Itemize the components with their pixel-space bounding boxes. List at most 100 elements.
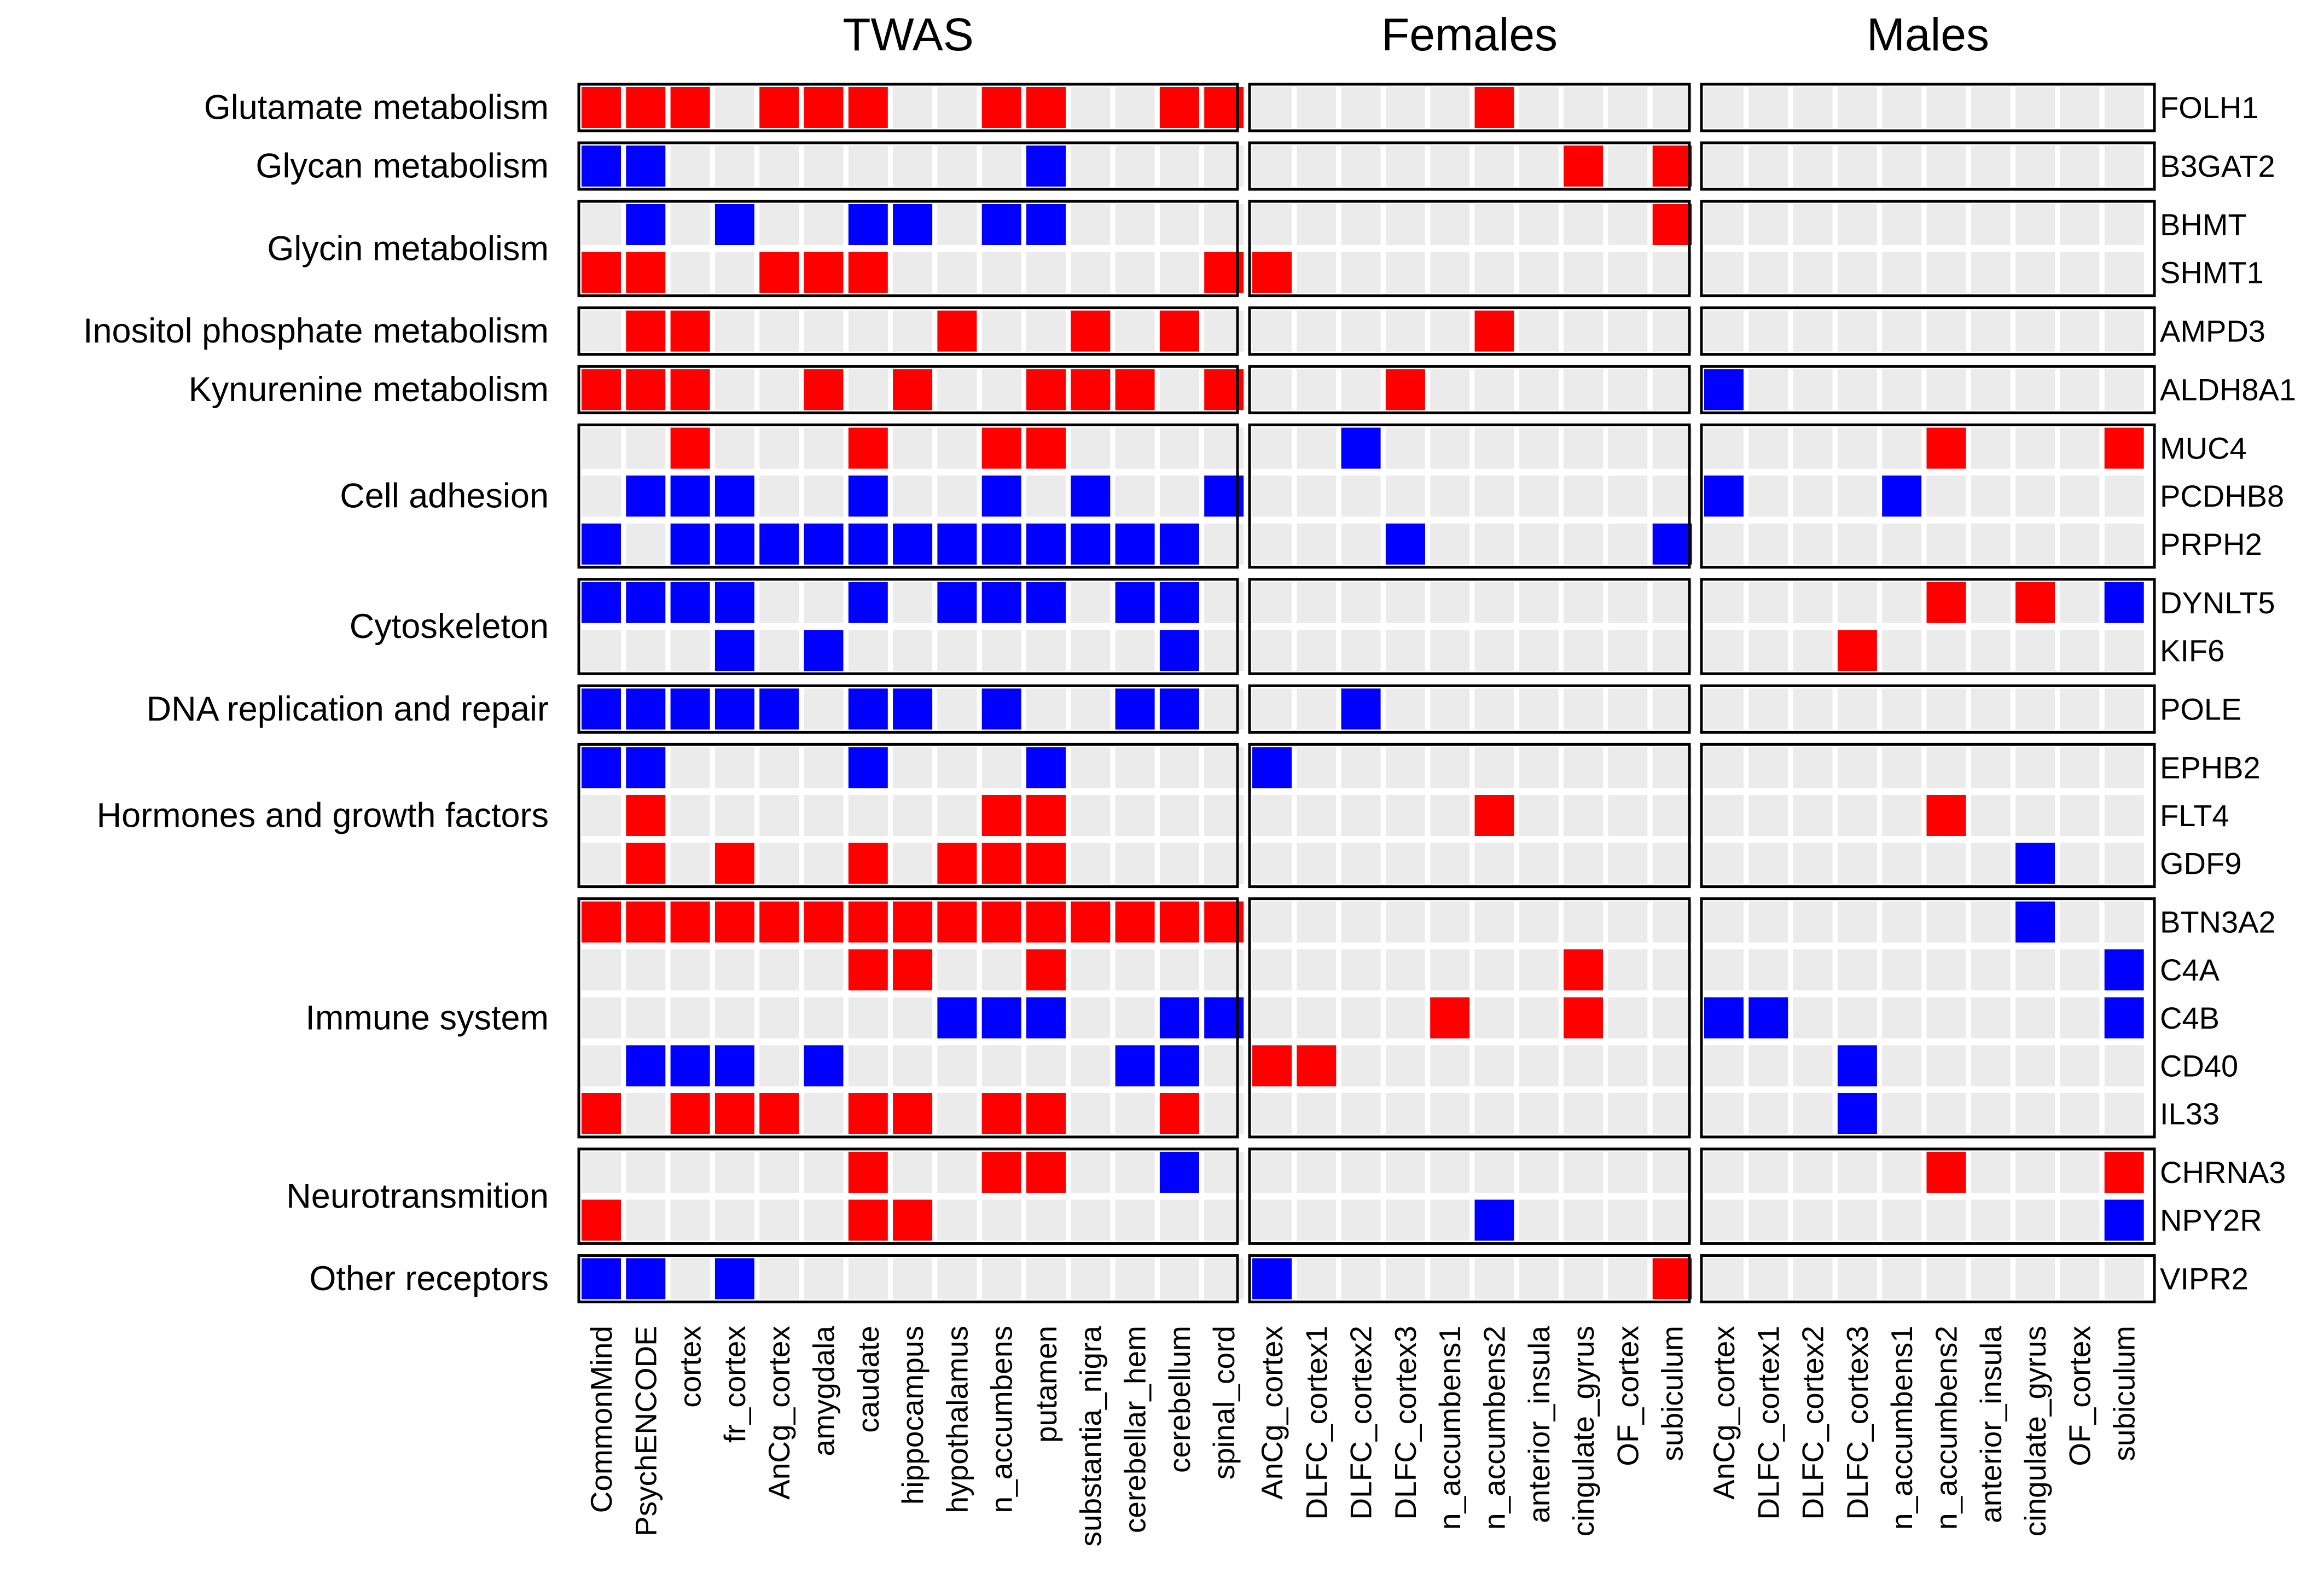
cell-ephb2-females-n-accumbens2-none	[1474, 747, 1514, 788]
cell-b3gat2-males-ancg-cortex-none	[1704, 146, 1744, 187]
cell-gdf9-males-n-accumbens2-none	[1926, 843, 1966, 884]
cell-gdf9-twas-cerebellar-hem-none	[1115, 843, 1155, 884]
cell-aldh8a1-twas-n-accumbens-none	[981, 369, 1021, 410]
cell-pole-females-cingulate-gyrus-none	[1564, 688, 1604, 730]
cell-npy2r-males-dlfc-cortex3-none	[1837, 1199, 1877, 1241]
cell-dynlt5-twas-fr-cortex-down	[714, 582, 754, 623]
cell-flt4-males-ancg-cortex-none	[1704, 795, 1744, 836]
cell-bhmt-females-of-cortex-none	[1608, 204, 1648, 245]
cell-chrna3-females-dlfc-cortex1-none	[1297, 1152, 1337, 1193]
cell-pcdhb8-males-n-accumbens1-down	[1882, 475, 1922, 517]
cell-ampd3-females-of-cortex-none	[1608, 310, 1648, 352]
cell-cd40-twas-psychencode-down	[626, 1045, 666, 1087]
cell-chrna3-twas-psychencode-none	[626, 1152, 666, 1193]
cell-vipr2-females-n-accumbens1-none	[1430, 1258, 1470, 1299]
cell-gdf9-twas-cortex-none	[670, 843, 710, 884]
cell-pcdhb8-twas-n-accumbens-down	[981, 475, 1021, 517]
cell-folh1-twas-substantia-nigra-none	[1071, 87, 1111, 128]
cell-gdf9-females-dlfc-cortex2-none	[1341, 843, 1381, 884]
cell-npy2r-females-dlfc-cortex1-none	[1297, 1199, 1337, 1241]
cell-flt4-males-dlfc-cortex1-none	[1748, 795, 1788, 836]
cell-kif6-twas-fr-cortex-down	[714, 630, 754, 671]
cell-cd40-twas-cerebellum-down	[1159, 1045, 1199, 1087]
gene-label-prph2: PRPH2	[2160, 527, 2262, 561]
cell-il33-males-dlfc-cortex3-down	[1837, 1093, 1877, 1134]
cell-vipr2-twas-caudate-none	[848, 1258, 888, 1299]
cell-pcdhb8-twas-cortex-down	[670, 475, 710, 517]
cell-c4b-females-n-accumbens2-none	[1474, 997, 1514, 1038]
cell-prph2-females-ancg-cortex-none	[1252, 523, 1292, 565]
cell-ampd3-twas-cortex-up	[670, 310, 710, 352]
cell-c4a-twas-cerebellum-none	[1159, 949, 1199, 991]
cell-flt4-males-n-accumbens2-up	[1926, 795, 1966, 836]
cell-pole-twas-n-accumbens-down	[981, 688, 1021, 730]
cell-shmt1-females-cingulate-gyrus-none	[1564, 252, 1604, 293]
cell-btn3a2-males-of-cortex-none	[2060, 901, 2100, 943]
cell-bhmt-twas-cerebellum-none	[1159, 204, 1199, 245]
cell-il33-females-anterior-insula-none	[1519, 1093, 1559, 1134]
cell-prph2-twas-substantia-nigra-down	[1071, 523, 1111, 565]
cell-cd40-twas-caudate-none	[848, 1045, 888, 1087]
cell-c4a-twas-caudate-up	[848, 949, 888, 991]
cell-aldh8a1-males-subiculum-none	[2104, 369, 2144, 410]
cell-pcdhb8-twas-hypothalamus-none	[937, 475, 977, 517]
cell-ampd3-twas-hippocampus-none	[893, 310, 933, 352]
cell-ephb2-twas-hypothalamus-none	[937, 747, 977, 788]
frame-dna-replication-and-repair-twas	[577, 684, 1239, 734]
cell-il33-twas-substantia-nigra-none	[1071, 1093, 1111, 1134]
cell-ephb2-females-dlfc-cortex2-none	[1341, 747, 1381, 788]
gene-label-cd40: CD40	[2160, 1048, 2238, 1083]
cell-btn3a2-twas-substantia-nigra-up	[1071, 901, 1111, 943]
cell-bhmt-twas-substantia-nigra-none	[1071, 204, 1111, 245]
cell-folh1-twas-amygdala-up	[804, 87, 844, 128]
cell-dynlt5-twas-cortex-down	[670, 582, 710, 623]
cell-npy2r-females-ancg-cortex-none	[1252, 1199, 1292, 1241]
cell-shmt1-twas-substantia-nigra-none	[1071, 252, 1111, 293]
cell-bhmt-females-anterior-insula-none	[1519, 204, 1559, 245]
cell-b3gat2-females-anterior-insula-none	[1519, 146, 1559, 187]
cell-cd40-females-subiculum-none	[1652, 1045, 1692, 1087]
column-label-females-cingulate-gyrus: cingulate_gyrus	[1566, 1326, 1600, 1536]
cell-c4b-males-anterior-insula-none	[1971, 997, 2011, 1038]
cell-flt4-twas-substantia-nigra-none	[1071, 795, 1111, 836]
cell-npy2r-males-cingulate-gyrus-none	[2015, 1199, 2055, 1241]
cell-c4a-females-n-accumbens2-none	[1474, 949, 1514, 991]
cell-aldh8a1-females-dlfc-cortex2-none	[1341, 369, 1381, 410]
cell-ampd3-males-dlfc-cortex2-none	[1793, 310, 1833, 352]
cell-npy2r-males-ancg-cortex-none	[1704, 1199, 1744, 1241]
cell-folh1-females-dlfc-cortex2-none	[1341, 87, 1381, 128]
cell-vipr2-twas-n-accumbens-none	[981, 1258, 1021, 1299]
cell-shmt1-males-n-accumbens1-none	[1882, 252, 1922, 293]
frame-inositol-phosphate-metabolism-males	[1700, 306, 2156, 356]
cell-bhmt-twas-fr-cortex-down	[714, 204, 754, 245]
cell-il33-males-of-cortex-none	[2060, 1093, 2100, 1134]
cell-il33-twas-hypothalamus-none	[937, 1093, 977, 1134]
cell-folh1-males-subiculum-none	[2104, 87, 2144, 128]
cell-btn3a2-females-n-accumbens1-none	[1430, 901, 1470, 943]
cell-shmt1-males-cingulate-gyrus-none	[2015, 252, 2055, 293]
cell-pcdhb8-twas-cerebellum-none	[1159, 475, 1199, 517]
cell-pcdhb8-twas-fr-cortex-down	[714, 475, 754, 517]
cell-dynlt5-females-anterior-insula-none	[1519, 582, 1559, 623]
cell-gdf9-males-cingulate-gyrus-down	[2015, 843, 2055, 884]
cell-chrna3-females-ancg-cortex-none	[1252, 1152, 1292, 1193]
cell-il33-males-n-accumbens1-none	[1882, 1093, 1922, 1134]
cell-vipr2-females-n-accumbens2-none	[1474, 1258, 1514, 1299]
frame-immune-system-twas	[577, 897, 1239, 1139]
cell-pole-males-of-cortex-none	[2060, 688, 2100, 730]
cell-shmt1-twas-ancg-cortex-up	[759, 252, 799, 293]
cell-flt4-twas-hypothalamus-none	[937, 795, 977, 836]
cell-pcdhb8-males-anterior-insula-none	[1971, 475, 2011, 517]
cell-ampd3-twas-cerebellar-hem-none	[1115, 310, 1155, 352]
cell-ampd3-twas-substantia-nigra-up	[1071, 310, 1111, 352]
cell-c4b-twas-n-accumbens-down	[981, 997, 1021, 1038]
cell-cd40-twas-cerebellar-hem-down	[1115, 1045, 1155, 1087]
column-label-males-of-cortex: OF_cortex	[2063, 1326, 2096, 1466]
column-label-females-n-accumbens2: n_accumbens2	[1478, 1326, 1512, 1530]
cell-pcdhb8-females-dlfc-cortex3-none	[1385, 475, 1425, 517]
cell-gdf9-twas-amygdala-none	[804, 843, 844, 884]
cell-kif6-females-of-cortex-none	[1608, 630, 1648, 671]
cell-aldh8a1-males-of-cortex-none	[2060, 369, 2100, 410]
cell-flt4-females-anterior-insula-none	[1519, 795, 1559, 836]
cell-bhmt-males-ancg-cortex-none	[1704, 204, 1744, 245]
